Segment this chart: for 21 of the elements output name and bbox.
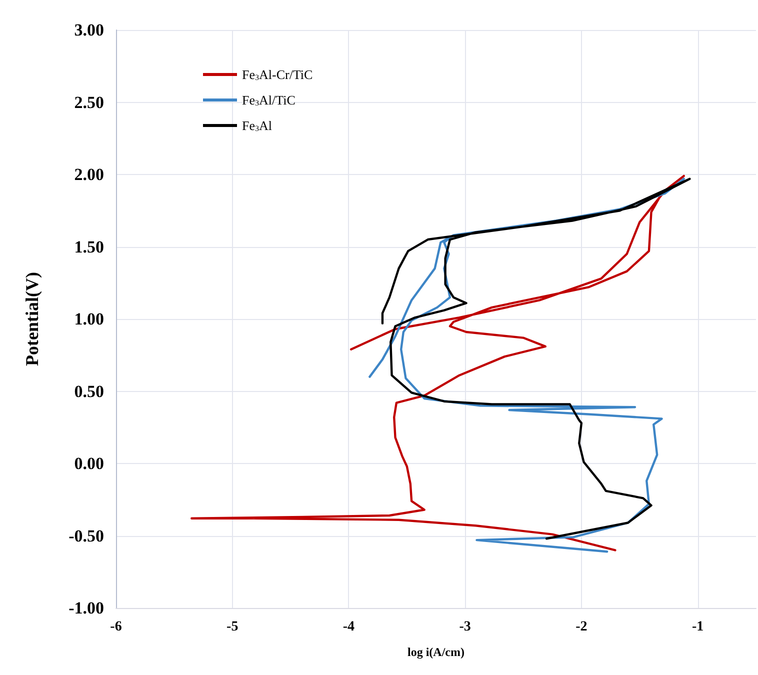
y-axis-title: Potential(V) <box>22 272 42 366</box>
line-series <box>190 174 685 552</box>
legend-label: Fe3Al <box>242 118 272 133</box>
x-tick-label: -6 <box>110 620 122 634</box>
x-axis-title: log i(A/cm) <box>408 645 464 659</box>
y-tick-label: 0.50 <box>74 382 104 401</box>
legend-label: Fe3Al-Cr/TiC <box>242 67 313 82</box>
x-tick-label: -5 <box>226 620 238 634</box>
y-tick-label: 2.00 <box>74 165 104 184</box>
legend-label: Fe3Al/TiC <box>242 92 296 108</box>
y-tick-label: -1.00 <box>68 598 104 618</box>
y-tick-label: 2.50 <box>74 92 104 112</box>
x-tick-label: -1 <box>692 620 704 634</box>
y-tick-label: -0.50 <box>68 526 104 546</box>
x-tick-label: -3 <box>459 620 471 634</box>
x-tick-label: -2 <box>576 620 588 634</box>
y-tick-label: 0.00 <box>74 454 104 473</box>
y-tick-label: 1.50 <box>74 237 104 256</box>
x-tick-label: -4 <box>342 620 355 634</box>
y-tick-label: 3.00 <box>74 20 104 40</box>
y-tick-label: 1.00 <box>74 310 104 328</box>
